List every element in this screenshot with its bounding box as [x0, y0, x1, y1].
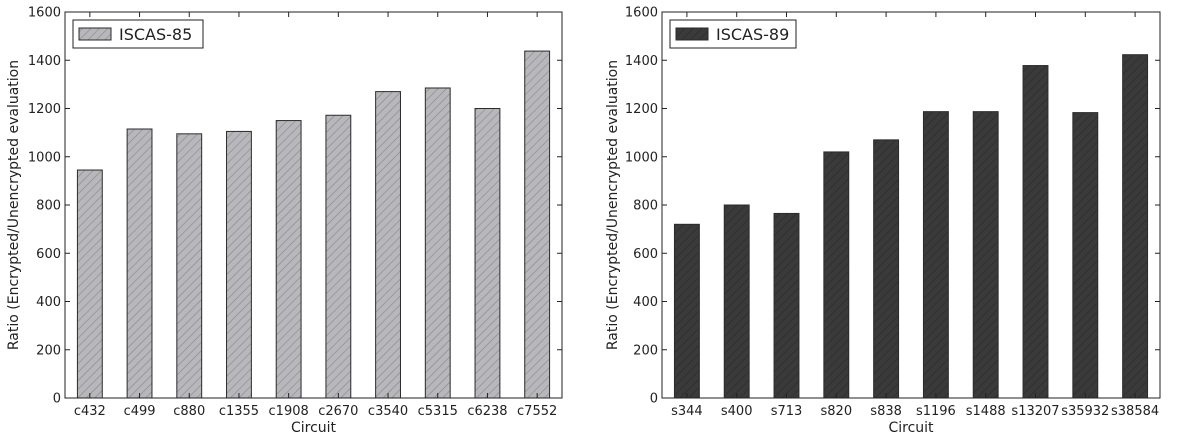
x-tick-label: c1355 — [219, 404, 259, 419]
x-tick-label: s13207 — [1011, 404, 1059, 419]
bar-s13207 — [1022, 65, 1049, 399]
x-tick-label: c432 — [74, 404, 106, 419]
x-tick-label: c499 — [124, 404, 156, 419]
y-tick-label: 800 — [633, 199, 658, 214]
y-tick-label: 200 — [36, 343, 61, 358]
bar-c7552 — [524, 50, 551, 399]
legend: ISCAS-85 — [72, 19, 204, 49]
chart-0: 0 200 400 600 800 1000 1200 1400 1600 c432 c499 c88… — [6, 6, 563, 436]
x-tick-label: s400 — [721, 404, 753, 419]
legend-swatch — [675, 27, 709, 41]
x-tick-label: s38584 — [1111, 404, 1159, 419]
y-tick-label: 1400 — [28, 54, 61, 69]
bar-s344 — [673, 223, 700, 399]
bar-c880 — [176, 133, 203, 399]
y-tick-label: 200 — [633, 343, 658, 358]
x-tick-label: s1196 — [916, 404, 956, 419]
legend-label: ISCAS-85 — [119, 25, 192, 44]
y-axis-label: Ratio (Encrypted/Unencrypted evaluation — [605, 60, 621, 350]
y-tick-label: 0 — [53, 392, 61, 407]
y-tick-label: 400 — [36, 295, 61, 310]
x-tick-label: c1908 — [269, 404, 309, 419]
x-axis-label: Circuit — [888, 420, 934, 436]
x-tick-label: s838 — [870, 404, 902, 419]
bar-s35932 — [1072, 112, 1099, 399]
chart-1: 0 200 400 600 800 1000 1200 1400 1600 s344 s400 s71… — [605, 6, 1161, 436]
bar-c432 — [76, 169, 103, 399]
y-axis-label: Ratio (Encrypted/Unencrypted evaluation — [6, 60, 22, 350]
bar-c1908 — [275, 120, 302, 399]
y-tick-label: 400 — [633, 295, 658, 310]
legend: ISCAS-89 — [669, 19, 797, 49]
x-tick-label: c5315 — [418, 404, 458, 419]
y-tick-label: 1200 — [28, 102, 61, 117]
x-tick-label: s1488 — [966, 404, 1006, 419]
bar-s38584 — [1122, 54, 1149, 399]
bar-s820 — [823, 151, 850, 399]
x-tick-label: s820 — [821, 404, 853, 419]
legend-swatch — [78, 27, 112, 41]
x-tick-label: c6238 — [467, 404, 507, 419]
bar-c3540 — [375, 91, 401, 399]
x-tick-label: s344 — [671, 404, 703, 419]
bar-c6238 — [474, 108, 501, 399]
bar-c5315 — [424, 87, 451, 399]
bar-s400 — [723, 204, 750, 399]
y-tick-label: 1600 — [625, 6, 658, 21]
x-tick-label: c880 — [173, 404, 205, 419]
bar-s713 — [773, 212, 800, 399]
x-tick-label: c3540 — [368, 404, 408, 419]
bar-s1196 — [922, 111, 949, 399]
y-tick-label: 1400 — [625, 54, 658, 69]
x-tick-label: c7552 — [517, 404, 557, 419]
legend-label: ISCAS-89 — [716, 25, 789, 44]
x-axis-label: Circuit — [291, 420, 337, 436]
bar-s1488 — [972, 111, 999, 399]
bar-c499 — [126, 128, 153, 399]
y-tick-label: 0 — [650, 392, 658, 407]
bar-s838 — [873, 139, 900, 399]
x-tick-label: s713 — [771, 404, 803, 419]
bar-c1355 — [226, 130, 252, 399]
bar-c2670 — [325, 114, 352, 399]
y-tick-label: 600 — [633, 247, 658, 262]
y-tick-label: 800 — [36, 199, 61, 214]
y-tick-label: 1600 — [28, 6, 61, 21]
x-tick-label: c2670 — [318, 404, 358, 419]
x-tick-label: s35932 — [1061, 404, 1109, 419]
y-tick-label: 1000 — [625, 150, 658, 165]
y-tick-label: 600 — [36, 247, 61, 262]
y-tick-label: 1200 — [625, 102, 658, 117]
y-tick-label: 1000 — [28, 150, 61, 165]
